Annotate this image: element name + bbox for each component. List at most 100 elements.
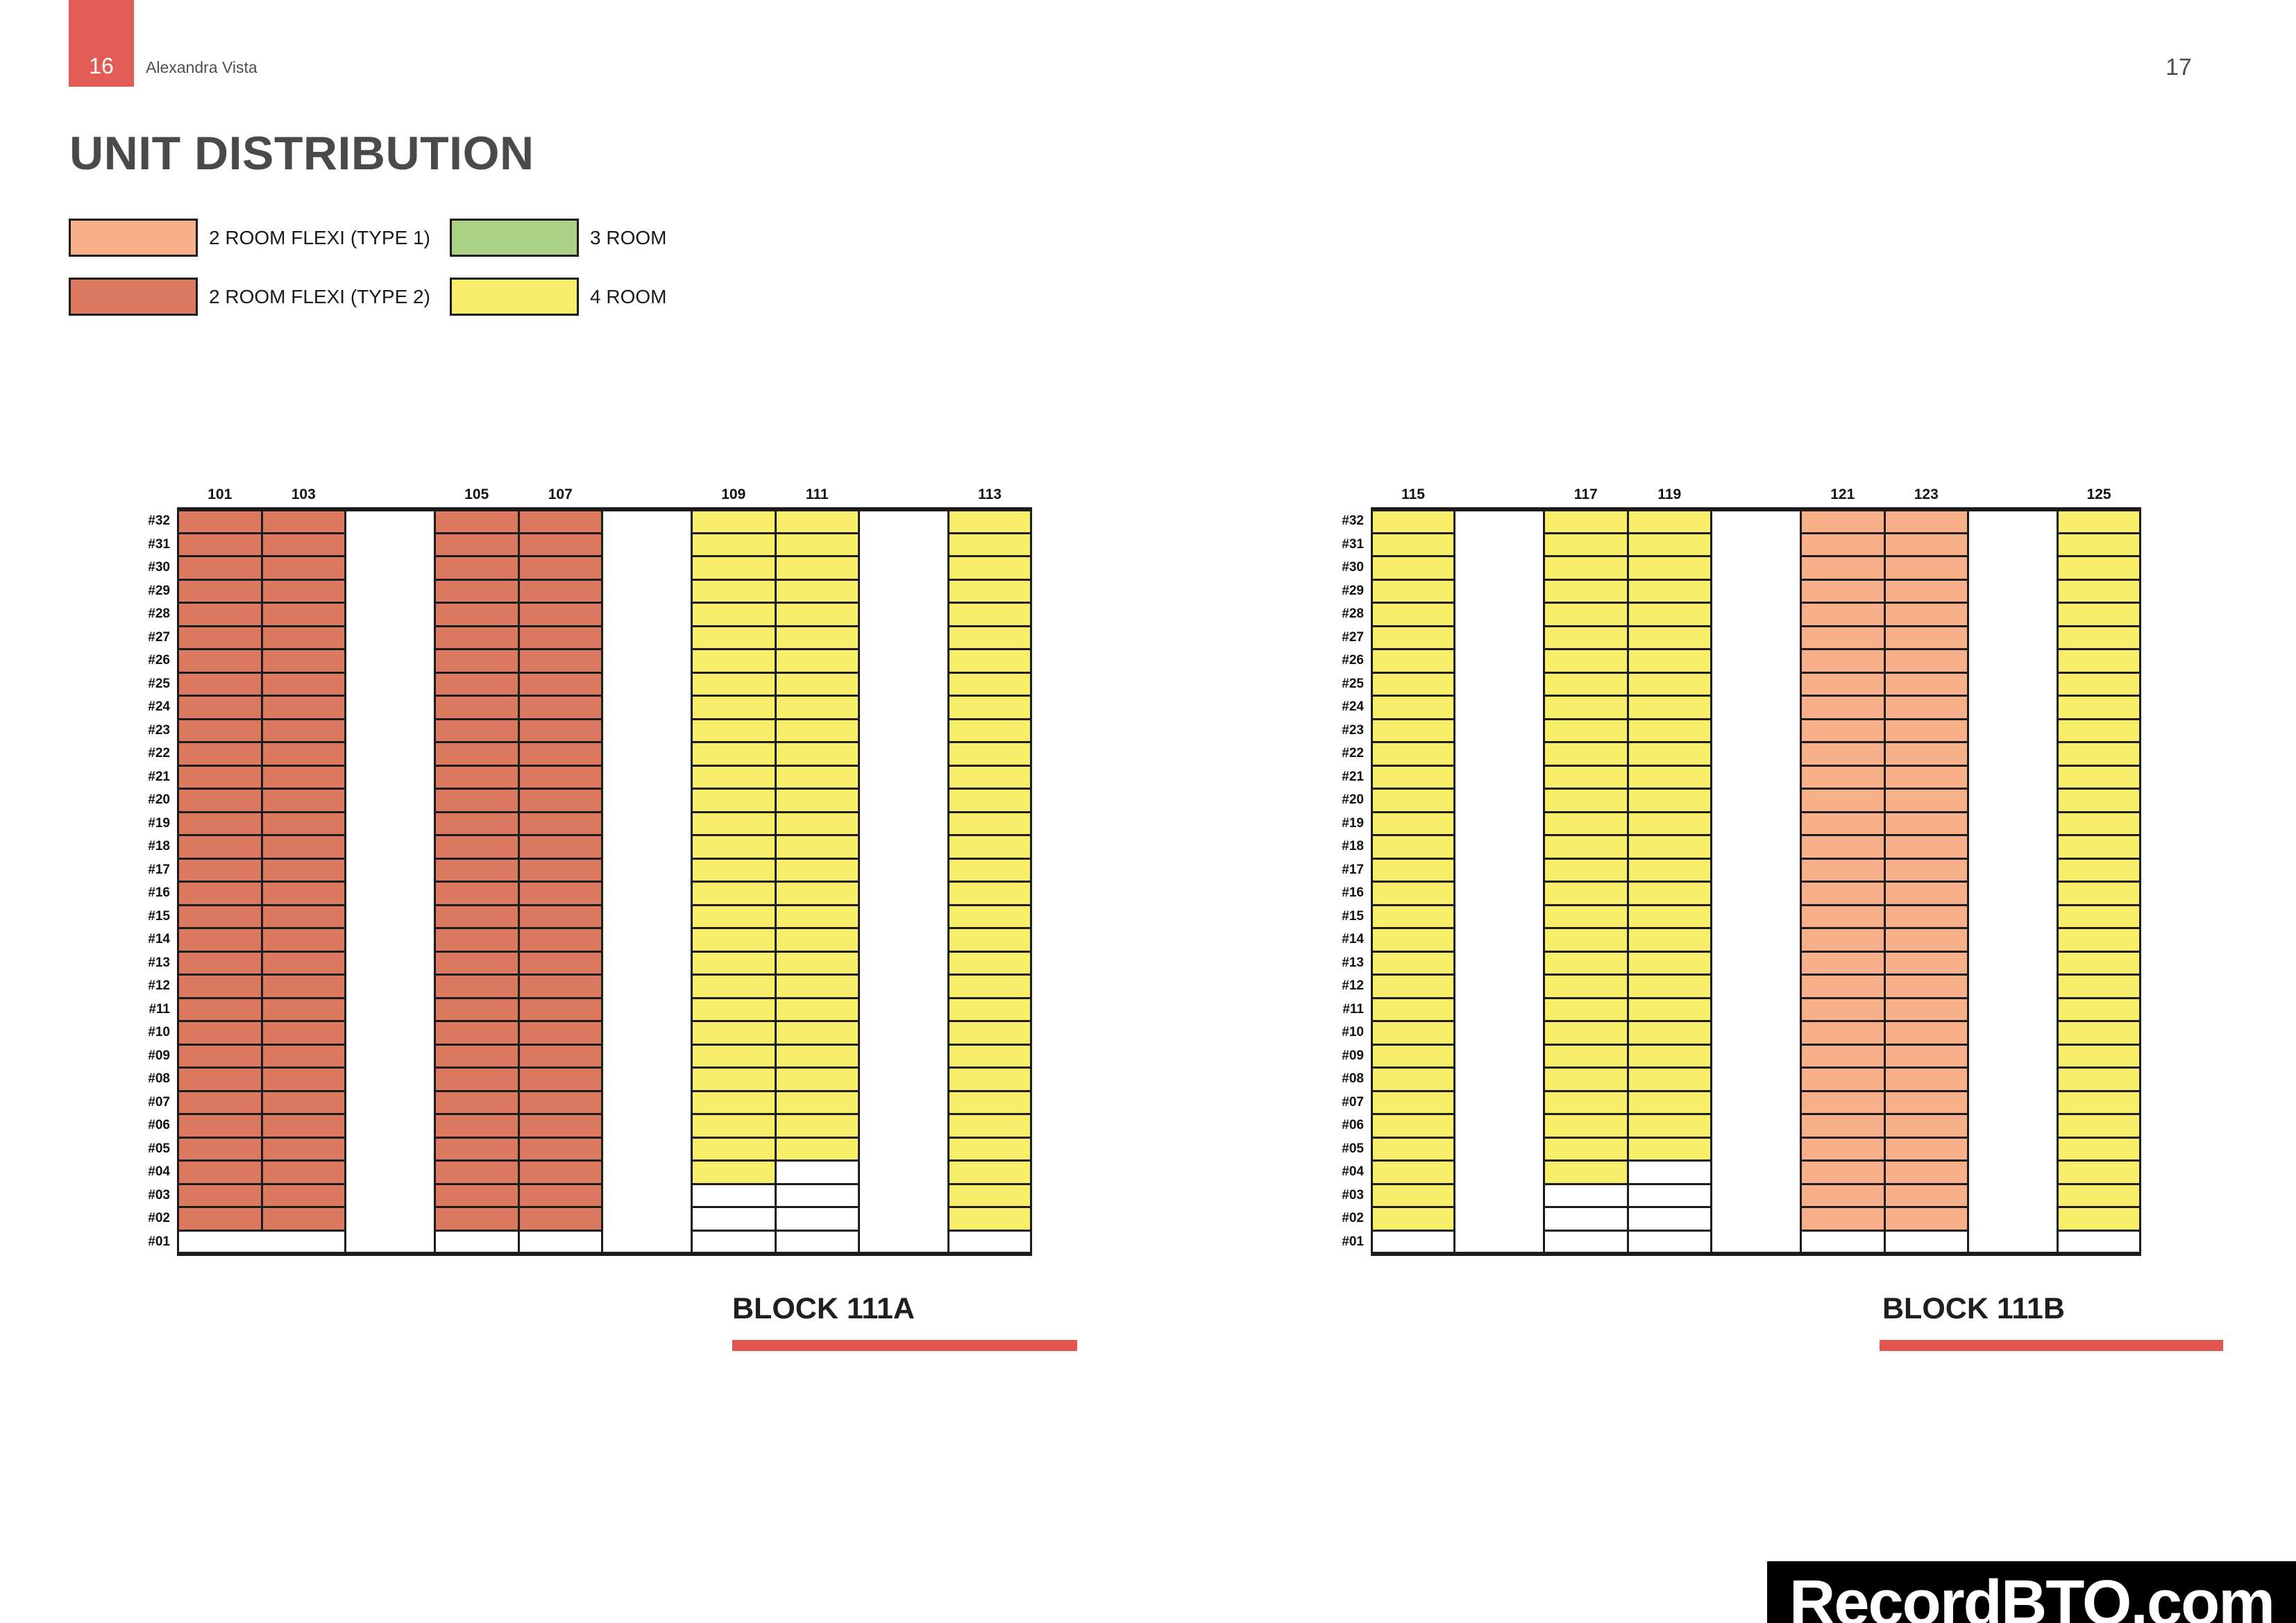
floor-label: #26 xyxy=(1342,653,1364,668)
unit-cell xyxy=(519,650,601,672)
unit-cell xyxy=(1802,1115,1884,1137)
unit-cell xyxy=(1545,534,1627,555)
unit-cell xyxy=(262,1162,344,1183)
unit-cell xyxy=(776,790,858,811)
unit-cell xyxy=(693,999,775,1020)
legend-label: 2 ROOM FLEXI (TYPE 1) xyxy=(209,226,430,248)
unit-cell xyxy=(436,883,518,904)
unit-cell xyxy=(519,813,601,834)
unit-cell-ground-merged xyxy=(179,1231,344,1252)
unit-cell xyxy=(1885,1231,1967,1252)
unit-cell xyxy=(519,836,601,858)
chart-bottom-rule xyxy=(1371,1252,2141,1256)
floor-label: #17 xyxy=(148,862,170,877)
unit-cell xyxy=(1885,766,1967,788)
unit-cell xyxy=(262,1208,344,1230)
unit-cell xyxy=(2059,929,2139,951)
unit-cell xyxy=(1802,859,1884,881)
unit-cell xyxy=(1628,1208,1710,1230)
unit-cell xyxy=(179,650,261,672)
unit-cell xyxy=(1802,1208,1884,1230)
unit-cell xyxy=(776,557,858,579)
unit-cell xyxy=(436,580,518,602)
unit-cell xyxy=(1628,673,1710,695)
unit-cell xyxy=(519,952,601,974)
unit-cell xyxy=(2059,627,2139,648)
unit-cell xyxy=(776,697,858,718)
unit-cell xyxy=(2059,976,2139,997)
unit-cell xyxy=(519,790,601,811)
unit-cell xyxy=(1373,1208,1453,1230)
unit-cell xyxy=(179,743,261,765)
legend-swatch-3room xyxy=(450,219,579,257)
unit-cell xyxy=(776,534,858,555)
floor-label: #31 xyxy=(1342,536,1364,552)
floor-label: #30 xyxy=(1342,560,1364,575)
unit-cell xyxy=(949,1069,1030,1090)
unit-cell xyxy=(1545,1231,1627,1252)
unit-cell xyxy=(1885,929,1967,951)
floor-label: #03 xyxy=(148,1187,170,1203)
unit-cell xyxy=(519,976,601,997)
unit-cell xyxy=(776,836,858,858)
floor-label: #16 xyxy=(148,885,170,900)
unit-cell xyxy=(1802,999,1884,1020)
unit-cell xyxy=(1885,511,1967,532)
unit-cell xyxy=(519,1162,601,1183)
unit-cell xyxy=(436,673,518,695)
unit-cell xyxy=(949,604,1030,625)
unit-cell xyxy=(436,1231,518,1252)
unit-cell xyxy=(1545,557,1627,579)
unit-cell xyxy=(949,1231,1030,1252)
unit-cell xyxy=(2059,697,2139,718)
unit-cell xyxy=(776,929,858,951)
unit-cell xyxy=(1373,1231,1453,1252)
unit-cell xyxy=(949,650,1030,672)
unit-cell xyxy=(179,976,261,997)
floor-label: #22 xyxy=(148,746,170,760)
unit-cell xyxy=(1545,1091,1627,1113)
unit-cell xyxy=(1545,650,1627,672)
watermark-text: RecordBTO.com xyxy=(1789,1567,2275,1623)
unit-cell xyxy=(693,790,775,811)
floor-label: #06 xyxy=(1342,1118,1364,1132)
unit-cell xyxy=(262,1115,344,1137)
unit-cell xyxy=(1628,929,1710,951)
unit-cell xyxy=(1628,836,1710,858)
unit-cell xyxy=(179,1022,261,1044)
unit-cell xyxy=(1545,1045,1627,1067)
unit-cell xyxy=(262,1069,344,1090)
unit-cell xyxy=(1545,697,1627,718)
unit-cell xyxy=(1373,604,1453,625)
unit-cell xyxy=(2059,906,2139,927)
unit-cell xyxy=(2059,1069,2139,1090)
floor-label: #11 xyxy=(149,1001,170,1017)
unit-cell xyxy=(1373,743,1453,765)
unit-cell xyxy=(1545,743,1627,765)
unit-cell xyxy=(519,627,601,648)
unit-cell xyxy=(949,1208,1030,1230)
block-111a-underline xyxy=(732,1340,1077,1351)
unit-cell xyxy=(1628,906,1710,927)
unit-cell xyxy=(949,1045,1030,1067)
unit-cell xyxy=(262,650,344,672)
unit-cell xyxy=(2059,1138,2139,1159)
stack-header-label: 113 xyxy=(978,486,1002,502)
unit-cell xyxy=(436,766,518,788)
unit-cell xyxy=(436,1091,518,1113)
unit-cell xyxy=(1373,1045,1453,1067)
unit-cell xyxy=(179,1162,261,1183)
unit-cell xyxy=(776,883,858,904)
unit-cell xyxy=(2059,650,2139,672)
unit-cell xyxy=(519,1069,601,1090)
unit-cell xyxy=(1628,999,1710,1020)
chart-bottom-rule xyxy=(177,1252,1032,1256)
unit-cell xyxy=(776,1091,858,1113)
unit-cell xyxy=(2059,883,2139,904)
unit-cell xyxy=(262,720,344,741)
floor-label: #12 xyxy=(1342,978,1364,993)
unit-cell xyxy=(262,627,344,648)
unit-cell xyxy=(1545,511,1627,532)
unit-cell xyxy=(693,511,775,532)
unit-cell xyxy=(1885,697,1967,718)
